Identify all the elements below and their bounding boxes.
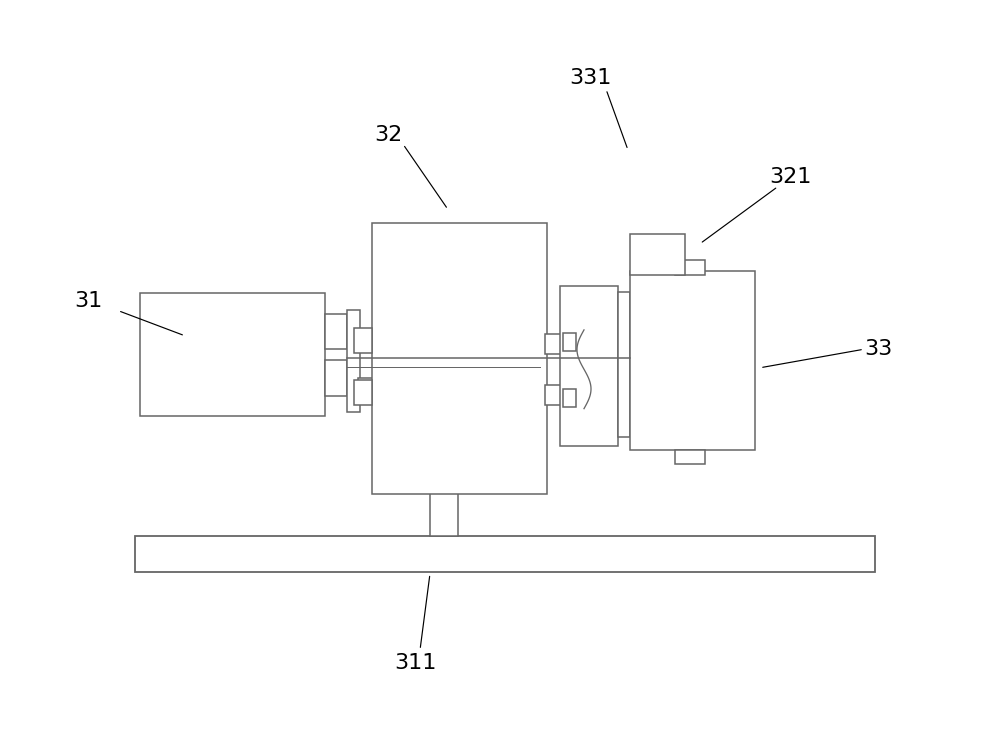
Bar — [545, 334, 561, 354]
Text: 33: 33 — [864, 340, 892, 359]
Bar — [630, 234, 685, 275]
Text: 32: 32 — [374, 126, 402, 145]
Bar — [563, 389, 576, 407]
Bar — [675, 450, 705, 464]
Bar — [618, 292, 630, 437]
Text: 321: 321 — [769, 167, 811, 186]
Bar — [358, 330, 373, 351]
Bar — [325, 360, 347, 396]
Bar — [347, 310, 360, 412]
Bar — [354, 328, 372, 353]
Bar — [545, 385, 561, 405]
Text: 31: 31 — [74, 291, 102, 311]
Bar — [135, 536, 875, 572]
Bar — [354, 380, 372, 405]
Bar — [563, 333, 576, 351]
Bar — [325, 314, 347, 349]
Text: 311: 311 — [394, 653, 436, 672]
Bar — [560, 286, 618, 446]
Bar — [675, 260, 705, 275]
Text: 331: 331 — [569, 68, 611, 88]
Bar — [630, 271, 755, 450]
Bar — [430, 418, 458, 536]
Bar — [140, 293, 325, 416]
Bar — [372, 223, 547, 494]
Bar — [358, 378, 373, 399]
